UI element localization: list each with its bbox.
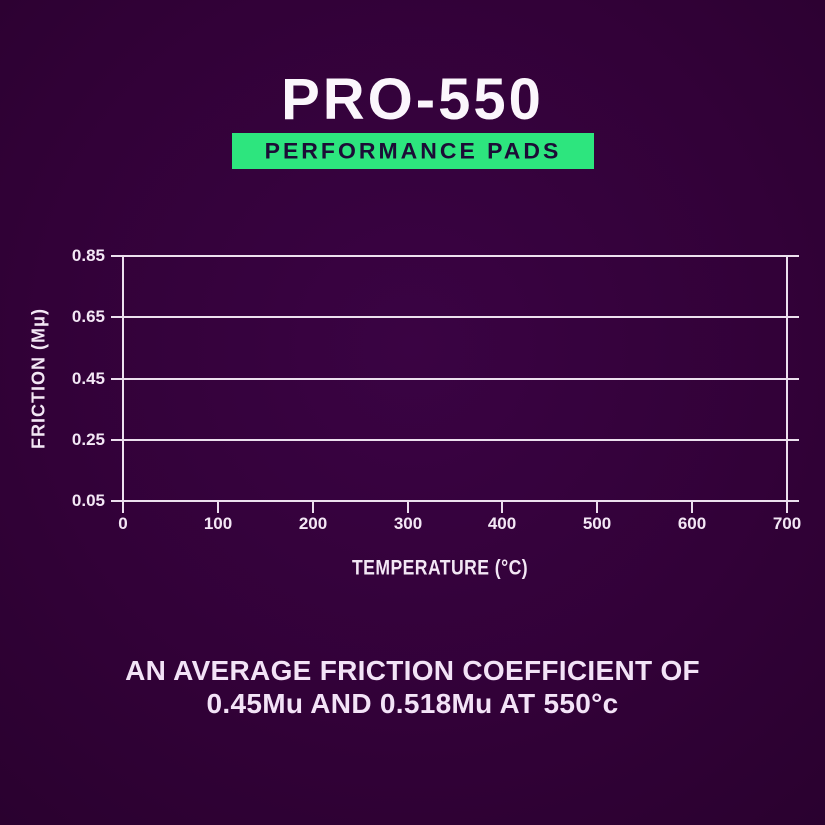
x-tick-label: 400 [487, 514, 517, 533]
performance-pads-badge: PERFORMANCE PADS [232, 133, 594, 169]
x-tick-label: 200 [298, 514, 328, 533]
gridline [111, 378, 799, 380]
right-axis-line [786, 256, 788, 513]
y-tick-label: 0.85 [71, 246, 105, 265]
gridline [111, 439, 799, 441]
y-tick-label: 0.25 [71, 430, 105, 449]
y-tick-label: 0.05 [71, 491, 105, 510]
plot-area: 0.05 0.25 0.45 0.65 0.85 0 100 200 300 400 500 600 7… [72, 246, 801, 533]
y-tick-label: 0.65 [71, 307, 105, 326]
x-axis-title: TEMPERATURE (°C) [351, 556, 529, 580]
x-tick [501, 501, 503, 513]
caption-line-1: AN AVERAGE FRICTION COEFFICIENT OF [125, 655, 700, 686]
x-tick [407, 501, 409, 513]
gridline [111, 316, 799, 318]
x-tick-label: 0 [118, 514, 128, 533]
gridline [111, 500, 799, 502]
gridline [111, 255, 799, 257]
caption: AN AVERAGE FRICTION COEFFICIENT OF 0.45M… [0, 654, 825, 720]
x-tick-label: 300 [393, 514, 423, 533]
x-tick-label: 700 [772, 514, 802, 533]
badge-label: PERFORMANCE PADS [264, 138, 562, 163]
y-tick-label: 0.45 [71, 369, 105, 388]
x-tick [312, 501, 314, 513]
x-tick-label: 100 [203, 514, 233, 533]
x-tick [217, 501, 219, 513]
caption-line-2: 0.45Mu AND 0.518Mu AT 550°c [206, 688, 619, 719]
y-axis-line [122, 256, 124, 513]
x-tick [596, 501, 598, 513]
x-tick [691, 501, 693, 513]
x-tick-label: 600 [677, 514, 707, 533]
product-title: PRO-550 [281, 67, 544, 132]
x-tick-label: 500 [582, 514, 612, 533]
